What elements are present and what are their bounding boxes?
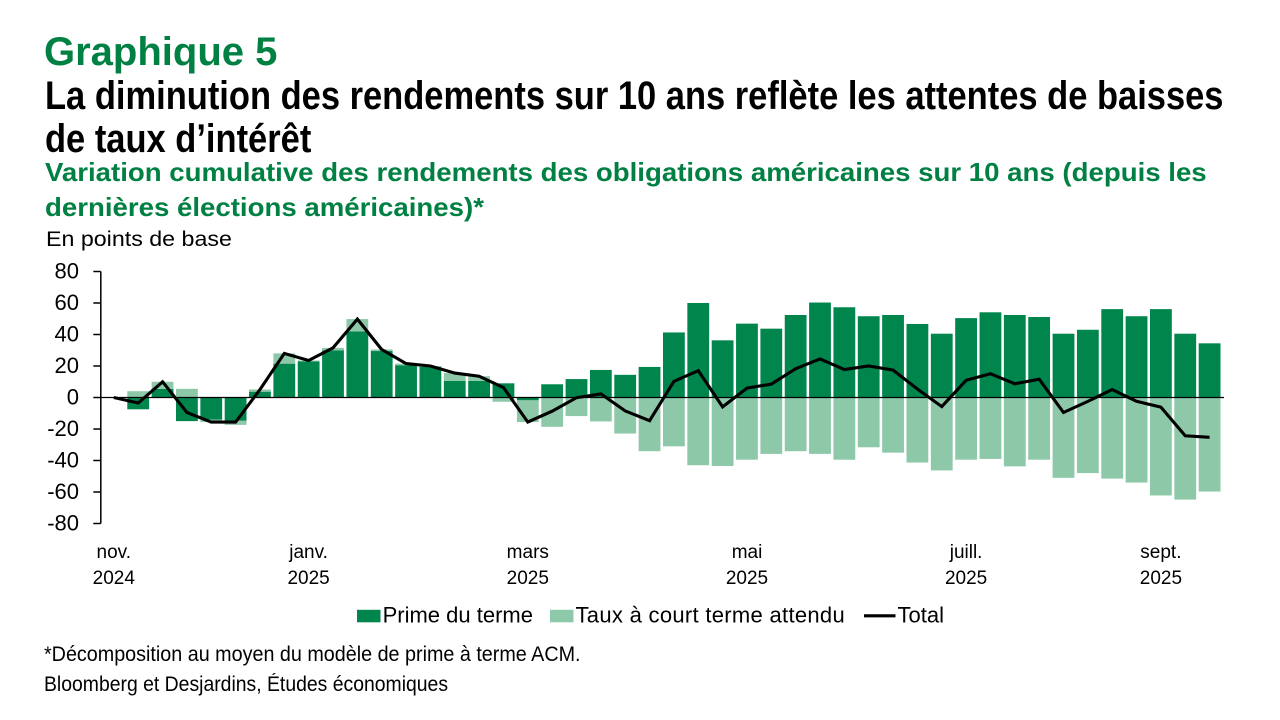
svg-text:40: 40 xyxy=(55,321,79,346)
svg-text:-60: -60 xyxy=(47,479,79,504)
svg-text:juill.: juill. xyxy=(949,542,983,563)
svg-text:0: 0 xyxy=(67,384,79,409)
svg-text:sept.: sept. xyxy=(1140,542,1181,563)
svg-text:2025: 2025 xyxy=(1140,568,1182,589)
svg-text:2025: 2025 xyxy=(945,568,987,589)
svg-text:2025: 2025 xyxy=(287,568,329,589)
svg-text:nov.: nov. xyxy=(97,542,132,563)
svg-text:Taux à court terme attendu: Taux à court terme attendu xyxy=(576,603,846,628)
svg-text:2025: 2025 xyxy=(726,568,768,589)
svg-text:-40: -40 xyxy=(47,447,79,472)
svg-text:2024: 2024 xyxy=(93,568,136,589)
svg-text:2025: 2025 xyxy=(507,568,549,589)
svg-text:-20: -20 xyxy=(47,416,79,441)
svg-text:80: 80 xyxy=(55,258,79,283)
svg-text:Total: Total xyxy=(898,603,944,628)
svg-text:-80: -80 xyxy=(47,510,79,535)
svg-text:mars: mars xyxy=(507,542,549,563)
svg-text:20: 20 xyxy=(55,353,79,378)
svg-text:Prime du terme: Prime du terme xyxy=(383,603,533,628)
svg-text:60: 60 xyxy=(55,290,79,315)
svg-text:mai: mai xyxy=(732,542,763,563)
svg-text:janv.: janv. xyxy=(288,542,328,563)
